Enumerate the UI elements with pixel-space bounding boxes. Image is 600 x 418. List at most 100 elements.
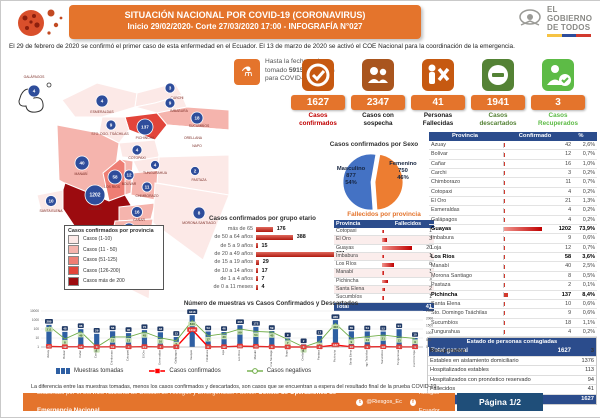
y2-axis-tick: 500 bbox=[426, 338, 432, 342]
death-province: Sucumbíos bbox=[336, 294, 362, 301]
province-pct: 73,9% bbox=[579, 226, 595, 233]
death-bar bbox=[382, 246, 412, 250]
province-name: Santa Elena bbox=[431, 300, 461, 307]
province-label: PASTAZA bbox=[192, 178, 208, 182]
pie-label-femenino: Femenino 750 46% bbox=[389, 161, 417, 181]
value-label bbox=[236, 330, 243, 335]
case-badge bbox=[141, 181, 153, 193]
value-label bbox=[331, 314, 340, 319]
deaths-by-province-table: Fallecidos por provincia Provincia Falle… bbox=[334, 211, 434, 311]
twitter-icon: t bbox=[356, 398, 364, 406]
svg-text:3418: 3418 bbox=[189, 310, 196, 314]
x-axis-label: Carchi bbox=[94, 350, 98, 358]
value-label bbox=[221, 334, 228, 340]
value-label bbox=[284, 332, 291, 338]
province-label: ORELLANA bbox=[184, 136, 203, 140]
svg-text:1202: 1202 bbox=[189, 328, 196, 332]
province-pct: 0,2% bbox=[582, 207, 595, 214]
case-badge bbox=[136, 118, 154, 136]
province-pct: 0,2% bbox=[582, 188, 595, 195]
case-badge-value: 4 bbox=[101, 99, 104, 104]
province-label: COTOPAXI bbox=[128, 156, 145, 160]
death-province: Imbabura bbox=[336, 252, 358, 259]
province-value: 3 bbox=[568, 170, 572, 177]
y2-axis-tick: 1000 bbox=[426, 331, 433, 335]
value-label bbox=[61, 326, 68, 331]
province-value: 18 bbox=[565, 319, 572, 326]
logo-line-2: GOBIERNO bbox=[547, 14, 593, 23]
svg-text:52: 52 bbox=[382, 326, 386, 330]
deaths-col-provincia: Provincia bbox=[336, 221, 361, 227]
province-label: TUNGURAHUA bbox=[143, 171, 168, 175]
x-axis-label: Zamora Chinchipe bbox=[412, 350, 416, 367]
table-row: Carchi 3 0,2% bbox=[429, 169, 597, 179]
samples-vs-cases-chart: 1000010001001012500200015001000500028948… bbox=[30, 309, 433, 367]
age-bar bbox=[256, 284, 258, 290]
header-banner: SITUACIÓN NACIONAL POR COVID-19 (CORONAV… bbox=[69, 5, 421, 39]
legend-swatch bbox=[68, 234, 79, 244]
case-badge bbox=[192, 206, 206, 220]
prov-col-pct: % bbox=[578, 133, 584, 139]
sex-pie-chart bbox=[342, 153, 404, 211]
legend-item: Casos (126-200) bbox=[68, 266, 160, 277]
stat-card: 41 Personas Fallecidas bbox=[411, 59, 465, 127]
value-label bbox=[364, 337, 371, 343]
province-bar bbox=[503, 217, 505, 222]
facebook-handle: f Riesgos Ecuador bbox=[409, 384, 455, 417]
page-subtitle: Inicio 29/02/2020- Corte 27/03/2020 17:0… bbox=[127, 22, 363, 31]
case-badge-value: 58 bbox=[112, 175, 118, 180]
value-label bbox=[61, 339, 68, 345]
table-row: Pichincha 137 8,4% bbox=[429, 291, 597, 300]
case-badge-value: 1202 bbox=[89, 193, 100, 199]
stat-value: 1941 bbox=[471, 95, 525, 110]
province-value: 4 bbox=[568, 188, 572, 195]
case-badge bbox=[84, 184, 106, 206]
svg-text:17: 17 bbox=[318, 331, 322, 335]
deaths-total-value: 41 bbox=[425, 303, 432, 310]
age-value: 15 bbox=[261, 242, 268, 249]
svg-text:94: 94 bbox=[397, 324, 401, 328]
table-row: Manabí 40 2,5% bbox=[429, 262, 597, 272]
page-title: SITUACIÓN NACIONAL POR COVID-19 (CORONAV… bbox=[124, 10, 366, 20]
province-label: IMBABURA bbox=[170, 109, 188, 113]
x-axis-label: Chimborazo bbox=[110, 350, 114, 366]
province-value: 9 bbox=[568, 235, 572, 242]
x-axis-label: Bolívar bbox=[62, 350, 66, 359]
province-value: 1202 bbox=[558, 226, 572, 233]
stat-card: 1627 Casos confirmados bbox=[291, 59, 345, 127]
province-pct: 0,2% bbox=[582, 170, 595, 177]
age-value: 4 bbox=[261, 284, 265, 291]
province-bar bbox=[503, 320, 505, 325]
sample-bar bbox=[78, 329, 84, 347]
stat-value: 1627 bbox=[291, 95, 345, 110]
province-label: BOLÍVAR bbox=[122, 182, 137, 186]
province-bar bbox=[503, 283, 505, 288]
province-name: Carchi bbox=[431, 170, 447, 177]
province-label: NAPO bbox=[192, 144, 202, 148]
province-value: 58 bbox=[564, 254, 572, 261]
svg-text:9: 9 bbox=[287, 333, 289, 337]
value-label bbox=[252, 332, 259, 338]
province-value: 12 bbox=[565, 244, 572, 251]
case-badge-value: 40 bbox=[79, 161, 85, 166]
value-label bbox=[348, 339, 355, 345]
estado-label: Fallecidos bbox=[430, 386, 456, 393]
province-label: PICHINCHA bbox=[136, 136, 155, 140]
legend-swatch bbox=[68, 245, 79, 255]
province-name: Guayas bbox=[431, 226, 452, 233]
table-row: Sto. Domingo Tsáchilas 9 0,6% bbox=[429, 309, 597, 319]
red-line-swatch-icon bbox=[149, 368, 166, 374]
province-value: 4 bbox=[568, 207, 572, 214]
age-bar bbox=[256, 243, 258, 249]
y-axis-tick: 10 bbox=[35, 336, 39, 340]
province-name: El Oro bbox=[431, 198, 447, 205]
pie-label-masculino: Masculino 877 54% bbox=[336, 166, 366, 186]
death-province: Guayas bbox=[336, 244, 354, 251]
stat-card: 2347 Casos con sospecha bbox=[351, 59, 405, 127]
age-value: 17 bbox=[261, 267, 268, 274]
person-x-icon bbox=[422, 59, 454, 91]
age-value: 176 bbox=[276, 226, 286, 233]
province-name: Imbabura bbox=[431, 235, 454, 242]
table-row: Manabí 1 bbox=[334, 269, 434, 278]
